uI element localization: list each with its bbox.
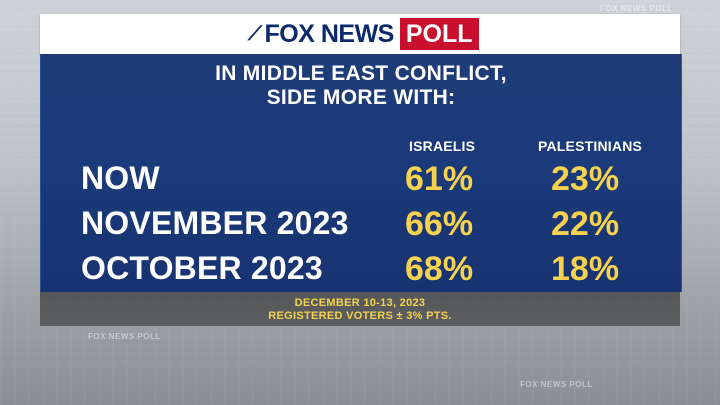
background-watermark: FOX NEWS POLL: [520, 380, 593, 389]
value-now-israelis: 61%: [405, 160, 474, 198]
column-header-palestinians: PALESTINIANS: [538, 138, 643, 154]
poll-text: POLL: [399, 18, 479, 50]
table-row: NOVEMBER 2023 66% 22%: [81, 205, 661, 245]
value-october-palestinians: 18%: [551, 250, 620, 288]
poll-sample-note: REGISTERED VOTERS ± 3% PTS.: [268, 310, 452, 322]
background-watermark: FOX NEWS POLL: [88, 332, 161, 341]
row-label-november-2023: NOVEMBER 2023: [81, 205, 349, 241]
table-row: OCTOBER 2023 68% 18%: [81, 250, 661, 290]
fox-news-text: FOX NEWS: [264, 19, 395, 48]
poll-panel: IN MIDDLE EAST CONFLICT, SIDE MORE WITH:…: [40, 54, 682, 292]
fox-news-poll-logo: ⟋ FOX NEWS POLL: [242, 16, 481, 52]
value-november-israelis: 66%: [405, 205, 474, 243]
fox-news-wordmark: ⟋ FOX NEWS: [244, 18, 400, 50]
row-label-now: NOW: [81, 160, 160, 196]
background-watermark: FOX NEWS POLL: [600, 4, 673, 13]
value-november-palestinians: 22%: [551, 205, 620, 243]
chart-title-line-1: IN MIDDLE EAST CONFLICT,: [215, 62, 507, 85]
chart-title: IN MIDDLE EAST CONFLICT, SIDE MORE WITH:: [41, 62, 681, 110]
searchlight-icon: ⟋: [248, 22, 262, 45]
poll-footer: DECEMBER 10-13, 2023 REGISTERED VOTERS ±…: [40, 292, 680, 326]
column-header-israelis: ISRAELIS: [409, 138, 476, 154]
table-row: NOW 61% 23%: [81, 160, 661, 200]
row-label-october-2023: OCTOBER 2023: [81, 250, 323, 286]
value-october-israelis: 68%: [405, 250, 474, 288]
chart-title-line-2: SIDE MORE WITH:: [266, 86, 456, 109]
value-now-palestinians: 23%: [551, 160, 620, 198]
poll-dates: DECEMBER 10-13, 2023: [294, 297, 426, 309]
